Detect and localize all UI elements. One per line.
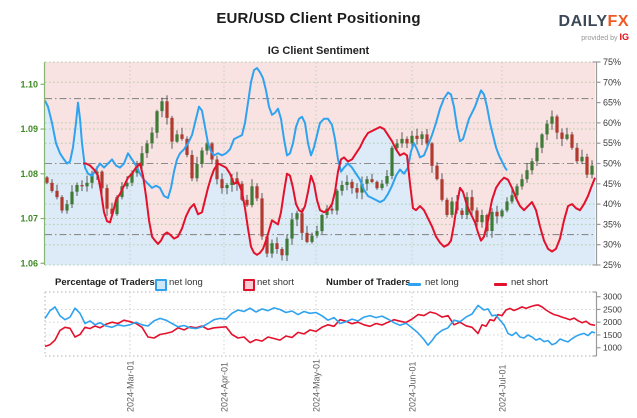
net-long-square-icon [155, 279, 167, 291]
svg-text:40%: 40% [603, 199, 621, 209]
dailyfx-wordmark: DAILYFX [559, 14, 629, 30]
svg-text:75%: 75% [603, 58, 621, 67]
legend-count-net-long-label: net long [425, 277, 459, 288]
svg-text:1000: 1000 [603, 343, 622, 353]
page-title: EUR/USD Client Positioning [216, 10, 421, 27]
percent-axis: 25% 30% 35% 40% 45% 50% 55% 60% 65% 70% 75% [592, 58, 621, 270]
legend-net-long-label: net long [169, 277, 203, 288]
legend-percentage-title: Percentage of Traders [55, 277, 155, 288]
svg-text:1.09: 1.09 [20, 124, 38, 134]
svg-text:2024-Mar-01: 2024-Mar-01 [126, 360, 136, 412]
net-short-count-line [44, 304, 596, 348]
legend-number-title: Number of Traders [326, 277, 411, 288]
net-long-percent-line [44, 67, 508, 204]
logo-daily-text: DAILY [558, 13, 608, 30]
svg-text:60%: 60% [603, 118, 621, 128]
legend-net-short-label: net short [257, 277, 294, 288]
svg-text:2024-Jul-01: 2024-Jul-01 [498, 364, 508, 412]
legend-row: Percentage of Traders net long net short… [0, 277, 637, 291]
svg-text:50%: 50% [603, 159, 621, 169]
svg-text:1.10: 1.10 [20, 79, 38, 89]
logo-provided-by: provided by IG [581, 32, 629, 43]
svg-text:2024-Apr-01: 2024-Apr-01 [220, 362, 230, 412]
svg-text:2024-May-01: 2024-May-01 [312, 359, 322, 412]
svg-text:1.06: 1.06 [20, 258, 38, 268]
svg-text:1500: 1500 [603, 330, 622, 340]
svg-text:2500: 2500 [603, 304, 622, 314]
svg-text:65%: 65% [603, 98, 621, 108]
date-axis: 2024-Mar-01 2024-Apr-01 2024-May-01 2024-Ju… [126, 359, 508, 412]
net-short-square-icon [243, 279, 255, 291]
svg-text:30%: 30% [603, 240, 621, 250]
net-short-percent-line [83, 126, 596, 256]
ig-logo: IG [619, 32, 629, 42]
legend-count-net-short-label: net short [511, 277, 548, 288]
chart-subtitle: IG Client Sentiment [267, 45, 370, 57]
svg-text:2000: 2000 [603, 317, 622, 327]
svg-text:2024-Jun-01: 2024-Jun-01 [408, 361, 418, 412]
net-long-count-line [44, 304, 596, 346]
price-axis: 1.06 1.07 1.08 1.09 1.10 [20, 62, 46, 268]
svg-text:1.07: 1.07 [20, 214, 38, 224]
count-axis: 1000 1500 2000 2500 3000 [592, 291, 622, 357]
svg-text:55%: 55% [603, 138, 621, 148]
svg-text:25%: 25% [603, 260, 621, 270]
dailyfx-logo: DAILYFX provided by IG [559, 14, 629, 43]
net-short-line-icon [494, 283, 507, 286]
svg-text:1.08: 1.08 [20, 169, 38, 179]
logo-fx-text: FX [607, 13, 629, 30]
svg-text:45%: 45% [603, 179, 621, 189]
svg-text:70%: 70% [603, 77, 621, 87]
svg-text:3000: 3000 [603, 292, 622, 302]
net-long-line-icon [408, 283, 421, 286]
sentiment-and-traders-charts: 1.06 1.07 1.08 1.09 1.10 25% 30% 35% 40% 45% 50% 55… [20, 58, 622, 412]
svg-text:35%: 35% [603, 219, 621, 229]
